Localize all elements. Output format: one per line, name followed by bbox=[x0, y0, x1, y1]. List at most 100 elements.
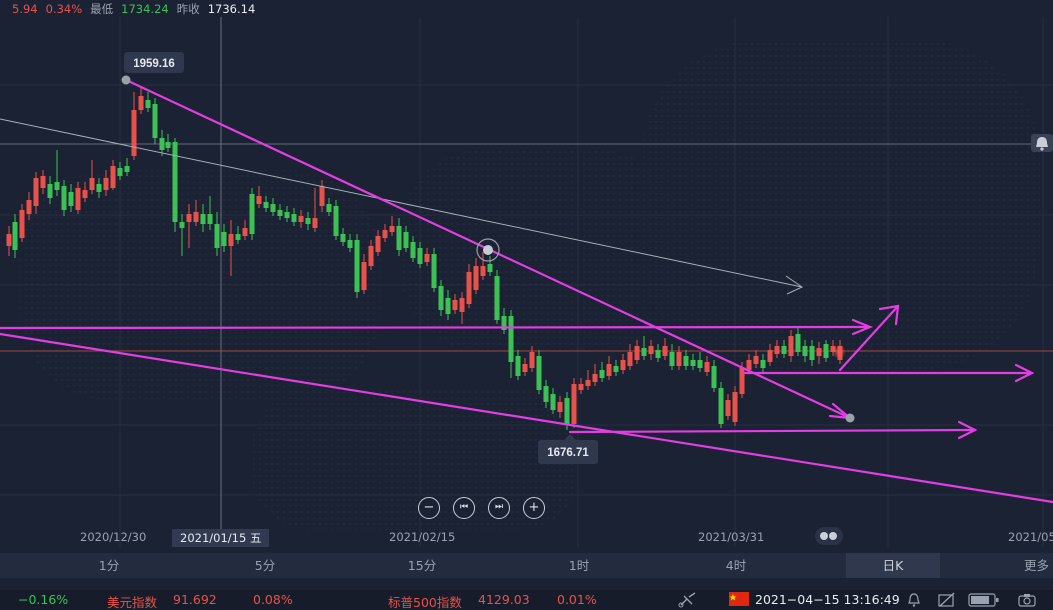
candle-body bbox=[159, 138, 165, 150]
candle-body bbox=[480, 266, 486, 276]
camera-icon[interactable] bbox=[1017, 592, 1037, 608]
bell-outline-icon[interactable] bbox=[906, 592, 922, 608]
zoom-out-button[interactable]: − bbox=[418, 497, 440, 519]
tab-daily[interactable]: 日K bbox=[846, 553, 940, 578]
zoom-in-button[interactable]: + bbox=[523, 497, 545, 519]
candle-body bbox=[312, 218, 318, 228]
candle-body bbox=[648, 346, 654, 354]
candle-body bbox=[368, 246, 374, 266]
candle-body bbox=[494, 276, 500, 320]
prev-button[interactable]: ⏮ bbox=[453, 497, 475, 519]
candle-body bbox=[207, 214, 213, 224]
candle-body bbox=[298, 216, 304, 222]
high-annotation-label: 1959.16 bbox=[133, 58, 175, 70]
tab-more[interactable]: 更多 bbox=[1023, 558, 1049, 573]
candle-body bbox=[263, 202, 269, 208]
ticker-dxy-value: 91.692 bbox=[173, 592, 217, 607]
ticker-change: −0.16% bbox=[18, 592, 69, 607]
date-label-active: 2021/01/15 五 bbox=[172, 529, 270, 547]
candle-body bbox=[697, 360, 703, 368]
candle-body bbox=[774, 346, 780, 354]
bell-icon[interactable] bbox=[1031, 134, 1053, 152]
candle-body bbox=[54, 182, 60, 190]
tab-15min[interactable]: 15分 bbox=[407, 558, 437, 573]
candle-body bbox=[145, 100, 151, 108]
support-arrowhead bbox=[957, 420, 978, 440]
candle-body bbox=[110, 166, 116, 188]
candle-body bbox=[571, 384, 577, 424]
candle-body bbox=[641, 348, 647, 356]
candle-body bbox=[438, 286, 444, 310]
candle-body bbox=[242, 228, 248, 236]
candle-body bbox=[508, 316, 514, 362]
ticker-spx-value: 4129.03 bbox=[478, 592, 530, 607]
candle-body bbox=[389, 226, 395, 232]
candlestick-chart[interactable]: 1959.16 1676.71 bbox=[0, 17, 1053, 547]
tab-1hour[interactable]: 1时 bbox=[568, 558, 590, 573]
candle-body bbox=[711, 366, 717, 388]
battery-icon bbox=[968, 593, 999, 607]
candle-body bbox=[124, 166, 130, 172]
candle-body bbox=[375, 236, 381, 252]
gray-trend-arrow[interactable] bbox=[0, 118, 804, 295]
candle-body bbox=[445, 298, 451, 314]
change-value: 5.94 bbox=[12, 1, 38, 16]
candle-body bbox=[103, 178, 109, 190]
candle-body bbox=[746, 360, 752, 370]
layout-toggle-icon[interactable] bbox=[815, 527, 843, 545]
period-tabs: 1分 5分 15分 1时 4时 日K 更多 bbox=[0, 553, 1053, 578]
candles bbox=[6, 88, 843, 430]
candle-body bbox=[564, 398, 570, 424]
ticker-dxy-change: 0.08% bbox=[253, 592, 293, 607]
ticker-dxy-name[interactable]: 美元指数 bbox=[107, 595, 158, 610]
candle-body bbox=[620, 360, 626, 370]
support-line bbox=[568, 428, 977, 434]
candle-body bbox=[613, 366, 619, 372]
candle-body bbox=[270, 204, 276, 212]
draw-tool-icon[interactable] bbox=[937, 592, 957, 608]
anchor-point-high[interactable] bbox=[121, 75, 131, 85]
candle-body bbox=[75, 188, 81, 210]
candle-body bbox=[662, 346, 668, 356]
tab-1min[interactable]: 1分 bbox=[98, 558, 120, 573]
candle-body bbox=[40, 176, 46, 188]
candle-body bbox=[739, 368, 745, 394]
anchor-point-end[interactable] bbox=[845, 413, 855, 423]
candle-body bbox=[753, 356, 759, 364]
china-flag-icon bbox=[729, 592, 749, 606]
candle-body bbox=[33, 178, 39, 206]
tab-5min[interactable]: 5分 bbox=[254, 558, 276, 573]
ticker-spx-name[interactable]: 标普500指数 bbox=[388, 595, 462, 610]
candle-body bbox=[326, 204, 332, 212]
prev-close-label: 昨收 bbox=[176, 1, 200, 16]
candle-body bbox=[131, 110, 137, 156]
candle-body bbox=[487, 264, 493, 272]
chart-controls: − ⏮ ⏭ + bbox=[418, 497, 545, 519]
candle-body bbox=[466, 272, 472, 304]
candle-body bbox=[550, 394, 556, 410]
candle-body bbox=[816, 348, 822, 356]
date-label: 2020/12/30 bbox=[80, 530, 147, 544]
candle-body bbox=[767, 350, 773, 362]
candle-body bbox=[424, 254, 430, 262]
tab-4hour[interactable]: 4时 bbox=[725, 558, 747, 573]
candle-body bbox=[592, 374, 598, 382]
next-button[interactable]: ⏭ bbox=[488, 497, 510, 519]
candle-body bbox=[193, 212, 199, 222]
drag-handle[interactable] bbox=[476, 238, 500, 262]
candle-body bbox=[6, 234, 12, 246]
date-label: 2021/02/15 bbox=[389, 530, 456, 544]
connection-icon[interactable] bbox=[678, 592, 698, 608]
date-label: 2021/03/31 bbox=[698, 530, 765, 544]
candle-body bbox=[431, 254, 437, 288]
candle-body bbox=[718, 388, 724, 424]
candle-body bbox=[578, 384, 584, 390]
candle-body bbox=[704, 362, 710, 372]
candle-body bbox=[152, 104, 158, 138]
candle-body bbox=[396, 226, 402, 250]
candle-body bbox=[165, 142, 171, 148]
ticker-datetime: 2021−04−15 13:16:49 bbox=[755, 592, 900, 607]
low-label: 最低 bbox=[90, 1, 114, 16]
candle-body bbox=[172, 142, 178, 222]
